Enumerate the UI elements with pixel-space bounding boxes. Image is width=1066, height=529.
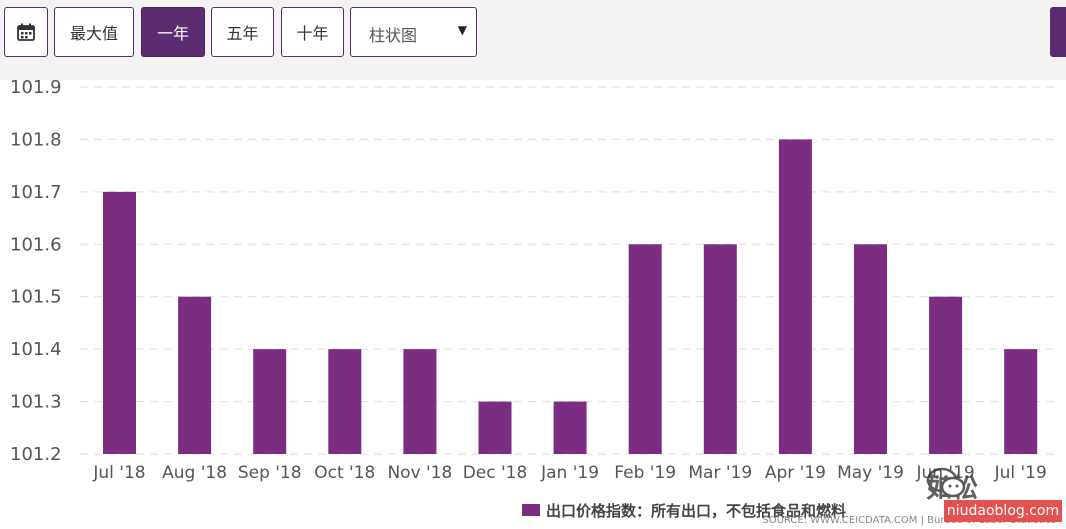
watermark: 如松 [926, 466, 978, 506]
x-tick-label: Mar '19 [688, 463, 752, 483]
x-tick-label: Aug '18 [162, 463, 227, 483]
x-tick-label: Apr '19 [765, 463, 826, 483]
range-1y-button[interactable]: 一年 [141, 7, 205, 57]
wechat-icon [926, 467, 966, 498]
calendar-button[interactable] [4, 7, 48, 57]
chart-area: 101.2 101.3 101.4 101.5 101.6 101.7 101.8 101.9… [0, 80, 1066, 529]
x-tick-label: Feb '19 [614, 463, 676, 483]
y-tick-label: 101.4 [10, 339, 62, 360]
toolbar: 最大值 一年 五年 十年 柱状图 ▼ [0, 0, 1066, 76]
x-tick-label: Jul '19 [994, 463, 1047, 483]
range-10y-button[interactable]: 十年 [281, 7, 344, 57]
y-tick-label: 101.3 [10, 392, 62, 413]
bar [328, 349, 362, 454]
y-tick-label: 101.5 [10, 287, 62, 308]
x-tick-label: Jan '19 [540, 463, 599, 483]
bar [478, 401, 512, 454]
dropdown-caret-icon: ▼ [457, 23, 467, 37]
y-tick-label: 101.7 [10, 182, 62, 203]
bar [929, 296, 963, 454]
x-tick-label: May '19 [837, 463, 904, 483]
y-tick-label: 101.2 [10, 444, 62, 465]
bar [778, 139, 812, 454]
calendar-icon [17, 23, 35, 41]
x-tick-label: Jul '18 [92, 463, 145, 483]
bar [854, 244, 887, 454]
range-5y-button[interactable]: 五年 [211, 7, 274, 57]
y-tick-label: 101.9 [10, 80, 62, 98]
chart-type-select[interactable]: 柱状图 ▼ [350, 7, 477, 57]
bar [1004, 349, 1038, 454]
bar [178, 296, 212, 454]
x-tick-label: Jun '19 [915, 463, 974, 483]
bar [703, 244, 737, 454]
bar [103, 191, 136, 454]
bar [553, 401, 587, 454]
x-tick-label: Nov '18 [387, 463, 452, 483]
x-tick-label: Dec '18 [463, 463, 528, 483]
bar-chart: 101.2 101.3 101.4 101.5 101.6 101.7 101.8 101.9… [10, 80, 1056, 483]
legend-swatch [522, 504, 540, 516]
edge-button[interactable] [1050, 7, 1066, 57]
y-tick-label: 101.8 [10, 129, 62, 150]
bar [628, 244, 662, 454]
x-tick-label: Oct '18 [314, 463, 375, 483]
y-tick-label: 101.6 [10, 234, 62, 255]
x-tick-label: Sep '18 [238, 463, 302, 483]
bar [403, 349, 437, 454]
chart-type-value: 柱状图 [369, 26, 418, 45]
site-badge: niudaoblog.com [944, 500, 1062, 522]
legend-label: 出口价格指数：所有出口，不包括食品和燃料 [546, 501, 847, 520]
bar [253, 349, 287, 454]
legend[interactable]: 出口价格指数：所有出口，不包括食品和燃料 [522, 500, 846, 520]
source-note: SOURCE: WWW.CEICDATA.COM | Bureau of Lab… [762, 515, 1056, 526]
range-max-button[interactable]: 最大值 [54, 7, 134, 57]
